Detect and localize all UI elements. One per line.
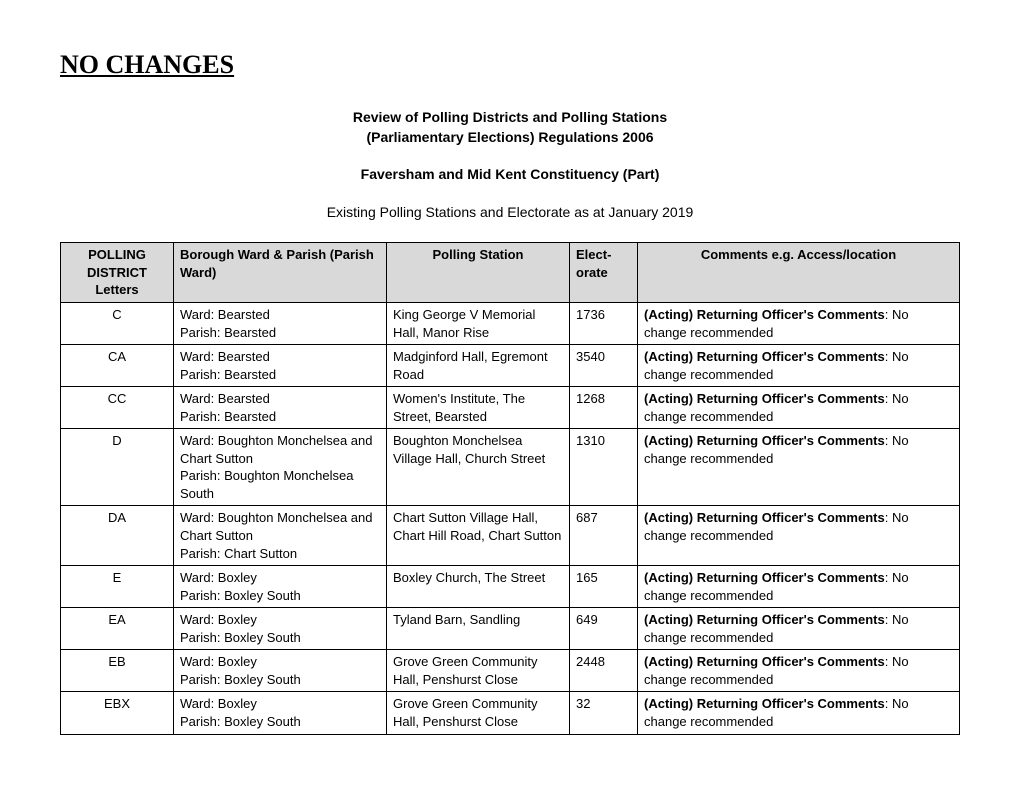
cell-ward: Ward: Boxley Parish: Boxley South [174,650,387,692]
comment-label: (Acting) Returning Officer's Comments [644,654,885,669]
table-row: EWard: Boxley Parish: Boxley SouthBoxley… [61,566,960,608]
cell-comments: (Acting) Returning Officer's Comments: N… [638,650,960,692]
document-header: Review of Polling Districts and Polling … [60,108,960,222]
cell-station: Women's Institute, The Street, Bearsted [387,387,570,429]
cell-ward: Ward: Bearsted Parish: Bearsted [174,387,387,429]
comment-label: (Acting) Returning Officer's Comments [644,349,885,364]
page-title: NO CHANGES [60,50,960,80]
cell-electorate: 649 [570,608,638,650]
cell-comments: (Acting) Returning Officer's Comments: N… [638,387,960,429]
table-row: CWard: Bearsted Parish: BearstedKing Geo… [61,303,960,345]
cell-ward: Ward: Boxley Parish: Boxley South [174,566,387,608]
col-header-letters: POLLING DISTRICT Letters [61,243,174,303]
cell-letters: D [61,429,174,506]
cell-letters: E [61,566,174,608]
cell-comments: (Acting) Returning Officer's Comments: N… [638,608,960,650]
cell-ward: Ward: Bearsted Parish: Bearsted [174,303,387,345]
comment-label: (Acting) Returning Officer's Comments [644,391,885,406]
cell-ward: Ward: Boughton Monchelsea and Chart Sutt… [174,429,387,506]
table-row: EAWard: Boxley Parish: Boxley SouthTylan… [61,608,960,650]
comment-label: (Acting) Returning Officer's Comments [644,570,885,585]
cell-letters: DA [61,506,174,566]
cell-letters: CA [61,345,174,387]
cell-ward: Ward: Boxley Parish: Boxley South [174,692,387,734]
table-row: EBXWard: Boxley Parish: Boxley SouthGrov… [61,692,960,734]
cell-station: Chart Sutton Village Hall, Chart Hill Ro… [387,506,570,566]
cell-ward: Ward: Boughton Monchelsea and Chart Sutt… [174,506,387,566]
cell-comments: (Acting) Returning Officer's Comments: N… [638,429,960,506]
header-line-4: Existing Polling Stations and Electorate… [60,203,960,223]
cell-electorate: 2448 [570,650,638,692]
col-header-station: Polling Station [387,243,570,303]
comment-label: (Acting) Returning Officer's Comments [644,696,885,711]
cell-comments: (Acting) Returning Officer's Comments: N… [638,692,960,734]
polling-stations-table: POLLING DISTRICT Letters Borough Ward & … [60,242,960,734]
cell-letters: C [61,303,174,345]
cell-letters: EBX [61,692,174,734]
cell-electorate: 687 [570,506,638,566]
col-header-electorate: Elect-orate [570,243,638,303]
cell-electorate: 165 [570,566,638,608]
cell-station: Boxley Church, The Street [387,566,570,608]
comment-label: (Acting) Returning Officer's Comments [644,433,885,448]
cell-comments: (Acting) Returning Officer's Comments: N… [638,566,960,608]
table-row: CCWard: Bearsted Parish: BearstedWomen's… [61,387,960,429]
cell-station: Grove Green Community Hall, Penshurst Cl… [387,692,570,734]
cell-station: Grove Green Community Hall, Penshurst Cl… [387,650,570,692]
cell-station: Madginford Hall, Egremont Road [387,345,570,387]
cell-letters: EA [61,608,174,650]
table-row: EBWard: Boxley Parish: Boxley SouthGrove… [61,650,960,692]
col-header-comments: Comments e.g. Access/location [638,243,960,303]
table-row: CAWard: Bearsted Parish: BearstedMadginf… [61,345,960,387]
cell-electorate: 1268 [570,387,638,429]
cell-letters: EB [61,650,174,692]
cell-electorate: 1310 [570,429,638,506]
cell-station: Tyland Barn, Sandling [387,608,570,650]
cell-electorate: 3540 [570,345,638,387]
header-line-2: (Parliamentary Elections) Regulations 20… [60,128,960,148]
cell-electorate: 1736 [570,303,638,345]
cell-electorate: 32 [570,692,638,734]
cell-comments: (Acting) Returning Officer's Comments: N… [638,345,960,387]
header-line-3: Faversham and Mid Kent Constituency (Par… [60,165,960,185]
cell-ward: Ward: Bearsted Parish: Bearsted [174,345,387,387]
comment-label: (Acting) Returning Officer's Comments [644,510,885,525]
cell-letters: CC [61,387,174,429]
table-header-row: POLLING DISTRICT Letters Borough Ward & … [61,243,960,303]
table-row: DAWard: Boughton Monchelsea and Chart Su… [61,506,960,566]
cell-ward: Ward: Boxley Parish: Boxley South [174,608,387,650]
comment-label: (Acting) Returning Officer's Comments [644,307,885,322]
table-row: DWard: Boughton Monchelsea and Chart Sut… [61,429,960,506]
cell-comments: (Acting) Returning Officer's Comments: N… [638,303,960,345]
cell-comments: (Acting) Returning Officer's Comments: N… [638,506,960,566]
cell-station: King George V Memorial Hall, Manor Rise [387,303,570,345]
header-line-1: Review of Polling Districts and Polling … [60,108,960,128]
cell-station: Boughton Monchelsea Village Hall, Church… [387,429,570,506]
col-header-ward: Borough Ward & Parish (Parish Ward) [174,243,387,303]
comment-label: (Acting) Returning Officer's Comments [644,612,885,627]
